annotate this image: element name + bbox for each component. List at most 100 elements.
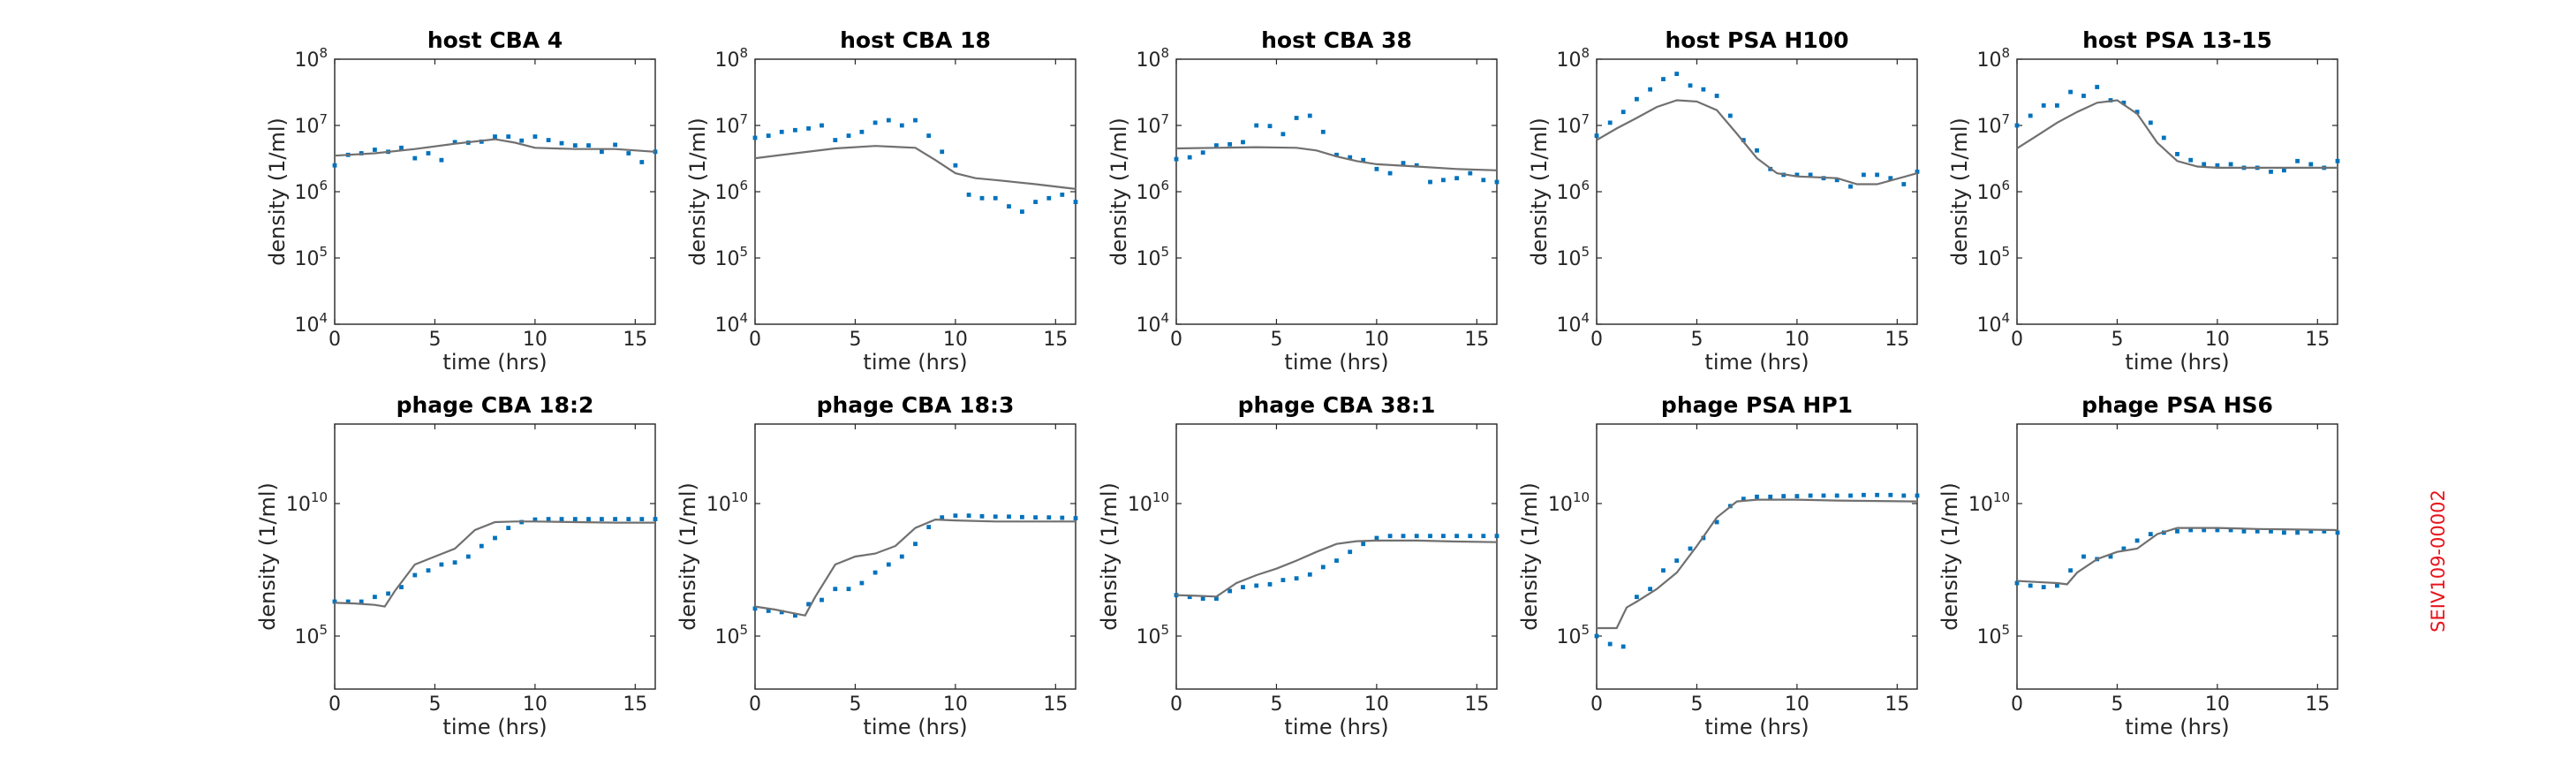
data-point bbox=[1808, 172, 1813, 178]
plot-frame bbox=[2016, 58, 2338, 325]
data-point bbox=[926, 133, 932, 138]
y-tick-exponent: 6 bbox=[739, 178, 748, 193]
data-point bbox=[373, 595, 377, 600]
y-tick-base: 10 bbox=[1556, 315, 1581, 337]
data-point bbox=[1280, 132, 1286, 137]
data-point bbox=[953, 163, 958, 168]
data-point bbox=[465, 554, 471, 559]
y-tick-exponent: 5 bbox=[1581, 244, 1590, 260]
y-axis-label: density (1/ml) bbox=[1938, 482, 1962, 631]
y-tick-label: 108 bbox=[1556, 45, 1590, 72]
y-tick-exponent: 7 bbox=[2001, 111, 2010, 127]
data-point bbox=[2028, 113, 2033, 118]
data-point bbox=[546, 517, 551, 521]
data-point bbox=[2188, 527, 2194, 533]
x-tick-label: 10 bbox=[2205, 329, 2230, 351]
data-point bbox=[639, 160, 645, 164]
data-point bbox=[2175, 529, 2179, 534]
plot-frame bbox=[754, 423, 1076, 690]
y-tick-label: 106 bbox=[1556, 178, 1590, 204]
x-tick-label: 10 bbox=[943, 693, 968, 716]
data-point bbox=[586, 143, 591, 148]
data-point bbox=[1688, 546, 1693, 551]
data-point bbox=[1374, 535, 1379, 541]
data-point bbox=[846, 133, 851, 138]
x-tick-label: 15 bbox=[1885, 329, 1909, 351]
data-point bbox=[859, 129, 865, 134]
x-axis-label: time (hrs) bbox=[1704, 715, 1809, 739]
data-point bbox=[572, 517, 578, 521]
y-tick-label: 108 bbox=[294, 45, 328, 72]
data-point bbox=[779, 129, 784, 134]
data-point bbox=[2269, 529, 2273, 534]
data-point bbox=[1661, 568, 1666, 573]
y-tick-label: 106 bbox=[1976, 178, 2010, 204]
y-tick-base: 10 bbox=[714, 116, 739, 138]
y-tick-exponent: 8 bbox=[2001, 45, 2010, 61]
data-point bbox=[913, 542, 918, 547]
y-tick-exponent: 8 bbox=[1581, 45, 1590, 61]
data-point bbox=[373, 148, 377, 152]
data-point bbox=[2055, 583, 2059, 588]
data-point bbox=[966, 193, 971, 197]
y-tick-label: 107 bbox=[1976, 111, 2010, 138]
data-point bbox=[1348, 549, 1353, 555]
data-point bbox=[1875, 172, 1879, 178]
data-point bbox=[559, 517, 564, 521]
data-point bbox=[1241, 140, 1245, 145]
panel-title: phage PSA HS6 bbox=[2081, 392, 2273, 418]
y-axis-label: density (1/ml) bbox=[265, 117, 290, 266]
data-point bbox=[1915, 170, 1920, 174]
data-point bbox=[1862, 492, 1866, 497]
data-point bbox=[2108, 554, 2113, 559]
data-point bbox=[1848, 493, 1853, 498]
y-tick-exponent: 6 bbox=[1160, 178, 1169, 193]
x-tick-label: 15 bbox=[1043, 693, 1068, 716]
x-tick-label: 5 bbox=[849, 329, 861, 351]
data-point bbox=[1834, 493, 1839, 498]
y-tick-base: 10 bbox=[1976, 248, 2001, 270]
data-point bbox=[639, 517, 645, 521]
data-point bbox=[452, 560, 457, 565]
x-tick-label: 0 bbox=[1170, 693, 1182, 716]
data-point bbox=[1060, 515, 1065, 520]
data-point bbox=[2134, 538, 2140, 543]
data-point bbox=[1174, 156, 1179, 162]
y-axis-label: density (1/ml) bbox=[255, 482, 280, 631]
data-point bbox=[1714, 519, 1719, 525]
x-tick-label: 10 bbox=[943, 329, 968, 351]
x-axis-label: time (hrs) bbox=[442, 715, 547, 739]
y-axis-label: density (1/ml) bbox=[685, 117, 710, 266]
data-point bbox=[873, 120, 878, 125]
data-point bbox=[1307, 113, 1312, 118]
x-tick-label: 0 bbox=[1590, 693, 1603, 716]
y-tick-base: 10 bbox=[714, 49, 739, 72]
data-point bbox=[793, 127, 797, 133]
y-tick-exponent: 5 bbox=[1581, 622, 1590, 638]
plot-frame bbox=[1175, 423, 1498, 690]
data-point bbox=[993, 514, 998, 519]
data-point bbox=[1414, 163, 1419, 168]
data-point bbox=[1635, 96, 1639, 102]
data-point bbox=[820, 597, 824, 602]
y-tick-label: 105 bbox=[1556, 244, 1590, 270]
data-point bbox=[506, 526, 511, 530]
y-tick-exponent: 5 bbox=[2001, 622, 2010, 638]
data-point bbox=[1241, 585, 1245, 589]
x-tick-label: 0 bbox=[749, 693, 761, 716]
data-point bbox=[1428, 179, 1432, 185]
data-point bbox=[1007, 514, 1011, 519]
data-point bbox=[1794, 494, 1800, 498]
y-tick-exponent: 7 bbox=[319, 111, 328, 127]
data-point bbox=[1594, 133, 1599, 138]
data-point bbox=[1441, 178, 1446, 183]
y-tick-base: 10 bbox=[1136, 49, 1160, 72]
plot-frame bbox=[754, 58, 1076, 325]
data-point bbox=[1073, 200, 1078, 204]
data-point bbox=[1808, 493, 1813, 498]
x-tick-label: 0 bbox=[2011, 329, 2023, 351]
data-point bbox=[1741, 496, 1746, 502]
data-point bbox=[412, 572, 418, 578]
model-fit-line bbox=[1596, 99, 1918, 186]
